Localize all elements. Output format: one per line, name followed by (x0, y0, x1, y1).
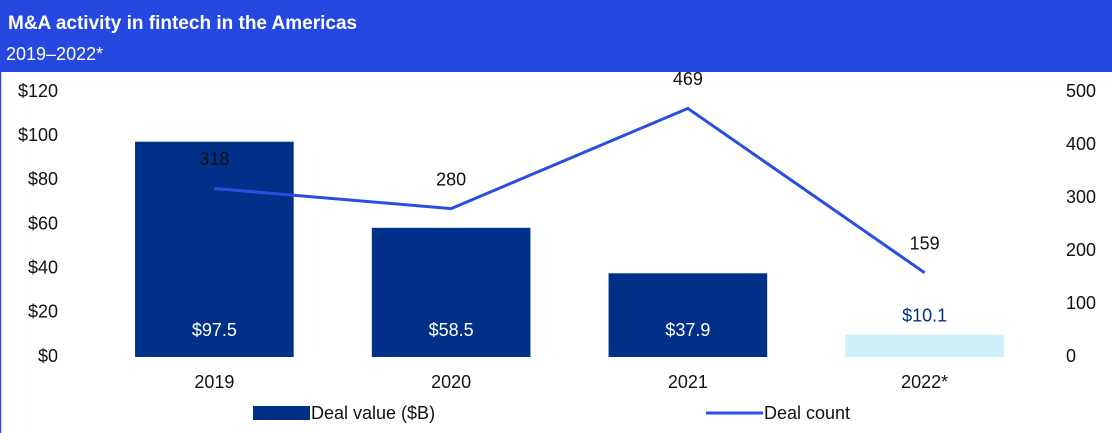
y-tick-label: $100 (18, 125, 58, 145)
y-tick-label: $40 (28, 257, 58, 277)
y2-tick-label: 200 (1066, 240, 1096, 260)
line-value-label: 159 (910, 233, 940, 253)
x-tick-label: 2019 (194, 372, 234, 392)
x-tick-label: 2021 (668, 372, 708, 392)
chart-title: M&A activity in fintech in the Americas (8, 13, 357, 34)
y-tick-label: $0 (38, 346, 58, 366)
y-tick-label: $60 (28, 213, 58, 233)
legend-label: Deal value ($B) (311, 403, 435, 423)
y2-tick-label: 100 (1066, 293, 1096, 313)
line-value-label: 318 (199, 149, 229, 169)
legend-swatch (253, 406, 310, 420)
bar-value-label: $97.5 (192, 320, 237, 340)
legend-label: Deal count (764, 403, 850, 423)
bar (845, 334, 1004, 357)
bar-value-label: $10.1 (902, 305, 947, 325)
bar (608, 273, 768, 357)
x-tick-label: 2020 (431, 372, 471, 392)
bar-value-label: $58.5 (429, 320, 474, 340)
y2-tick-label: 0 (1066, 346, 1076, 366)
y2-tick-label: 400 (1066, 134, 1096, 154)
bar (135, 141, 294, 357)
header-band (0, 0, 1112, 72)
line-value-label: 280 (436, 169, 466, 189)
bar-value-label: $37.9 (665, 320, 710, 340)
line-value-label: 469 (673, 69, 703, 89)
bar (371, 227, 531, 357)
chart-subtitle: 2019–2022* (6, 44, 103, 64)
y2-tick-label: 500 (1066, 81, 1096, 101)
line (214, 106, 926, 274)
x-tick-label: 2022* (901, 372, 948, 392)
y-tick-label: $20 (28, 302, 58, 322)
y-tick-label: $80 (28, 169, 58, 189)
y2-tick-label: 300 (1066, 187, 1096, 207)
y-tick-label: $120 (18, 81, 58, 101)
